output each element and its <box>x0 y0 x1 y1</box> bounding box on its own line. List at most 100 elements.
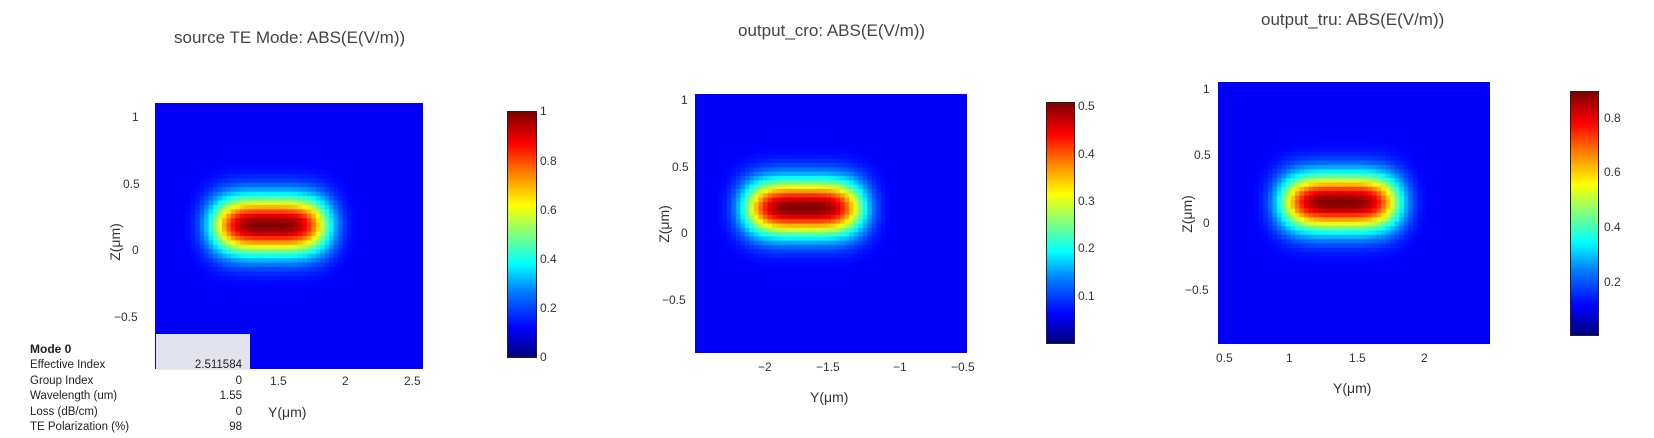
heatmap-cell <box>812 176 818 181</box>
heatmap-cell <box>163 258 169 264</box>
heatmap-cell <box>405 320 411 326</box>
heatmap-cell <box>208 134 214 140</box>
heatmap-cell <box>217 231 223 237</box>
heatmap-cell <box>163 160 169 166</box>
heatmap-cell <box>315 253 321 259</box>
heatmap-cell <box>369 103 375 109</box>
heatmap-cell <box>347 275 353 281</box>
heatmap-cell <box>935 106 941 112</box>
heatmap-cell <box>382 200 388 206</box>
heatmap-cell <box>302 147 308 153</box>
heatmap-cell <box>275 231 281 237</box>
heatmap-cell <box>293 267 299 273</box>
heatmap-cell <box>329 253 335 259</box>
heatmap-cell <box>912 171 918 177</box>
heatmap-cell <box>356 240 362 246</box>
heatmap-cell <box>293 196 299 202</box>
heatmap-cell <box>284 355 290 361</box>
heatmap-cell <box>921 154 927 160</box>
heatmap-cell <box>293 280 299 286</box>
heatmap-cell <box>293 111 299 117</box>
heatmap-cell <box>903 167 909 173</box>
heatmap-cell <box>302 298 308 304</box>
heatmap-cell <box>244 231 250 237</box>
heatmap-cell <box>826 158 832 164</box>
heatmap-cell <box>190 244 196 250</box>
heatmap-cell <box>190 138 196 144</box>
heatmap-cell <box>342 337 348 343</box>
heatmap-cell <box>400 107 406 113</box>
heatmap-cell <box>239 134 245 140</box>
heatmap-cell <box>364 315 370 321</box>
heatmap-cell <box>356 169 362 175</box>
heatmap-cell <box>378 342 384 348</box>
heatmap-cell <box>396 293 402 299</box>
heatmap-cell <box>930 141 936 147</box>
heatmap-cell <box>387 151 393 157</box>
heatmap-cell <box>199 262 205 268</box>
heatmap-cell <box>369 178 375 184</box>
heatmap-cell <box>347 227 353 233</box>
heatmap-cell <box>785 137 791 143</box>
heatmap-cell <box>840 111 846 117</box>
heatmap-cell <box>405 337 411 343</box>
heatmap-cell <box>320 249 326 255</box>
heatmap-cell <box>311 227 317 233</box>
heatmap-cell <box>230 227 236 233</box>
heatmap-cell <box>311 196 317 202</box>
heatmap-cell <box>155 129 161 135</box>
heatmap-cell <box>222 187 228 193</box>
heatmap-cell <box>311 125 317 131</box>
heatmap-cell <box>726 98 732 104</box>
heatmap-cell <box>405 156 411 162</box>
heatmap-cell <box>159 111 165 117</box>
heatmap-cell <box>199 147 205 153</box>
heatmap-cell <box>763 150 769 156</box>
heatmap-cell <box>699 102 705 108</box>
heatmap-cell <box>753 176 760 181</box>
heatmap-cell <box>347 298 353 304</box>
heatmap-cell <box>262 182 268 188</box>
heatmap-cell <box>217 262 223 268</box>
heatmap-cell <box>181 253 187 259</box>
heatmap-cell <box>297 178 303 184</box>
heatmap-cell <box>320 209 326 215</box>
heatmap-cell <box>731 141 737 147</box>
heatmap-cell <box>785 102 791 108</box>
heatmap-cell <box>835 145 841 151</box>
heatmap-cell <box>776 94 782 99</box>
heatmap-cell <box>289 280 295 286</box>
heatmap-cell <box>908 128 914 134</box>
heatmap-cell <box>740 132 746 138</box>
heatmap-cell <box>172 173 178 179</box>
heatmap-cell <box>324 129 330 135</box>
heatmap-cell <box>239 129 245 135</box>
heatmap-cell <box>297 151 303 157</box>
heatmap-cell <box>253 342 259 348</box>
heatmap-cell <box>177 227 183 233</box>
heatmap-cell <box>338 165 344 171</box>
heatmap-cell <box>235 156 241 162</box>
heatmap-cell <box>159 315 165 321</box>
heatmap-cell <box>159 187 165 193</box>
heatmap-cell <box>876 111 882 117</box>
heatmap-cell <box>749 158 755 164</box>
heatmap-cell <box>338 351 344 357</box>
heatmap-plot[interactable] <box>695 94 967 353</box>
heatmap-cell <box>181 160 187 166</box>
heatmap-cell <box>347 280 353 286</box>
heatmap-cell <box>195 129 201 135</box>
heatmap-cell <box>262 134 268 140</box>
heatmap-cell <box>758 158 764 164</box>
heatmap-cell <box>271 355 277 361</box>
heatmap-cell <box>781 106 787 112</box>
heatmap-cell <box>253 244 259 250</box>
heatmap-cell <box>217 156 223 162</box>
heatmap-plot[interactable] <box>155 103 423 369</box>
heatmap-cell <box>195 302 201 308</box>
heatmap-cell <box>226 275 232 281</box>
heatmap-cell <box>373 156 379 162</box>
heatmap-cell <box>266 231 272 237</box>
heatmap-cell <box>226 120 232 126</box>
heatmap-cell <box>356 147 362 153</box>
